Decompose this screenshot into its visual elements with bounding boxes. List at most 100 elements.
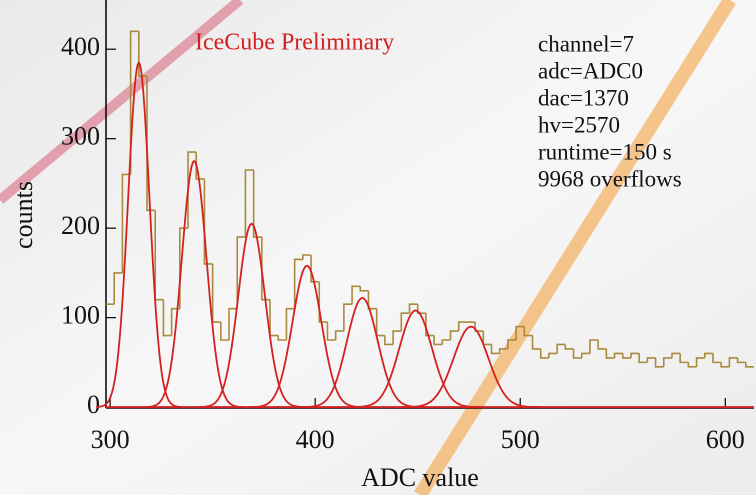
decor-streak bbox=[0, 0, 244, 204]
histogram-bin bbox=[334, 330, 344, 340]
histogram-bin bbox=[728, 357, 738, 367]
histogram-bin bbox=[654, 357, 664, 368]
histogram-bin bbox=[744, 362, 754, 368]
annotation: 9968 overflows bbox=[538, 166, 682, 191]
histogram-bin bbox=[441, 339, 451, 345]
histogram-bin bbox=[556, 343, 566, 354]
x-axis-label: ADC value bbox=[361, 463, 479, 492]
histogram-bin bbox=[539, 348, 549, 359]
histogram-bin bbox=[400, 312, 410, 332]
histogram-bin bbox=[638, 353, 648, 364]
histogram-bin bbox=[326, 322, 336, 341]
histogram-bin bbox=[392, 330, 402, 345]
histogram-bin bbox=[293, 258, 303, 309]
y-tick-label: 200 bbox=[61, 211, 100, 240]
histogram-bin bbox=[679, 353, 689, 364]
histogram-bin bbox=[548, 352, 558, 358]
histogram-bin bbox=[187, 151, 197, 229]
histogram-bin bbox=[687, 362, 697, 368]
fit-curve bbox=[401, 325, 541, 408]
histogram-bin bbox=[449, 330, 459, 340]
annotation: hv=2570 bbox=[538, 112, 620, 137]
histogram-bin bbox=[121, 173, 131, 273]
chart-title: IceCube Preliminary bbox=[195, 30, 394, 56]
histogram-bin bbox=[113, 272, 123, 305]
histogram-bin bbox=[457, 321, 467, 332]
histogram-bin bbox=[695, 357, 705, 367]
y-tick-label: 0 bbox=[87, 390, 100, 419]
x-tick-label: 600 bbox=[706, 425, 745, 454]
histogram-bin bbox=[597, 340, 607, 350]
histogram-bin bbox=[613, 352, 623, 358]
histogram-bin bbox=[507, 339, 517, 349]
histogram-bin bbox=[630, 352, 640, 358]
histogram-bin bbox=[515, 325, 525, 340]
annotation: channel=7 bbox=[538, 31, 634, 56]
histogram-bin bbox=[138, 31, 148, 77]
histogram-bin bbox=[244, 169, 254, 238]
x-tick-label: 300 bbox=[91, 425, 130, 454]
histogram-bin bbox=[589, 339, 599, 354]
y-axis-label: counts bbox=[9, 181, 38, 249]
fit-curve bbox=[198, 222, 305, 408]
histogram-bin bbox=[261, 237, 271, 301]
histogram-bin bbox=[252, 170, 262, 238]
histogram-bin bbox=[203, 178, 213, 265]
y-tick-label: 400 bbox=[61, 32, 100, 61]
histogram-bin bbox=[318, 281, 328, 323]
annotation: adc=ADC0 bbox=[538, 58, 643, 83]
histogram-bin bbox=[671, 352, 681, 358]
histogram-bin bbox=[285, 307, 295, 340]
y-tick-label: 300 bbox=[61, 122, 100, 151]
histogram-bin bbox=[703, 352, 713, 358]
histogram-bin bbox=[277, 335, 287, 341]
annotation: runtime=150 s bbox=[538, 139, 672, 164]
annotation: dac=1370 bbox=[538, 85, 629, 110]
histogram-bin bbox=[646, 357, 656, 363]
histogram-bin bbox=[425, 313, 435, 337]
histogram-bin bbox=[621, 353, 631, 359]
annotation-box: channel=7adc=ADC0dac=1370hv=2570runtime=… bbox=[538, 31, 682, 191]
histogram-bin bbox=[146, 76, 156, 212]
histogram-bin bbox=[662, 357, 672, 367]
histogram-bin bbox=[195, 152, 205, 180]
histogram-bin bbox=[384, 335, 394, 346]
histogram-bin bbox=[302, 254, 312, 260]
fit-curve bbox=[300, 296, 424, 408]
fit-curve bbox=[144, 159, 244, 408]
histogram-bin bbox=[220, 322, 230, 341]
histogram-bin bbox=[162, 299, 172, 337]
histogram-bin bbox=[580, 352, 590, 358]
fit-curve bbox=[350, 309, 482, 408]
histogram-bin bbox=[474, 322, 484, 332]
histogram-bin bbox=[605, 348, 615, 359]
histogram-bin bbox=[720, 362, 730, 368]
histogram-bin bbox=[712, 353, 722, 364]
histogram-bin bbox=[498, 348, 508, 354]
histogram-bin bbox=[490, 344, 500, 355]
histogram-bin bbox=[359, 286, 369, 292]
histogram-bin bbox=[531, 335, 541, 350]
x-tick-label: 400 bbox=[296, 425, 335, 454]
histogram-bin bbox=[129, 30, 139, 175]
fit-curve bbox=[249, 264, 365, 408]
histogram-bin bbox=[228, 307, 238, 340]
histogram-bin bbox=[523, 326, 533, 337]
histogram-bin bbox=[572, 348, 582, 359]
histogram-bin bbox=[351, 285, 361, 305]
x-tick-label: 500 bbox=[501, 425, 540, 454]
histogram-bin bbox=[416, 304, 426, 314]
histogram-bin bbox=[408, 303, 418, 314]
histogram-bin bbox=[564, 344, 574, 350]
histogram-bin bbox=[343, 303, 353, 332]
decor-streak bbox=[414, 0, 736, 495]
histogram-bin bbox=[736, 357, 746, 364]
histogram-bin bbox=[433, 335, 443, 346]
y-tick-label: 100 bbox=[61, 301, 100, 330]
plot-area: 0 100 200 300 400 300 400 500 600 bbox=[61, 0, 754, 454]
fit-curve bbox=[96, 60, 182, 408]
histogram-bin bbox=[310, 255, 320, 283]
histogram-bin bbox=[236, 236, 246, 309]
